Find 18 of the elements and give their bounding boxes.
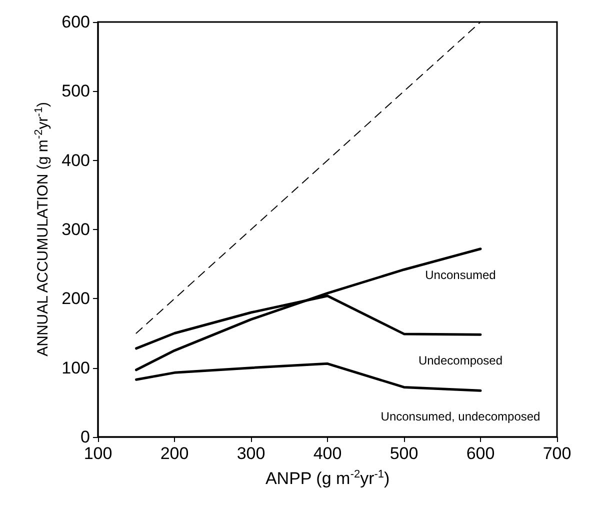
- x-tick-label: 400: [313, 444, 342, 463]
- y-tick-label: 200: [62, 289, 90, 308]
- x-tick-label: 500: [390, 444, 418, 463]
- y-axis-title: ANNUAL ACCUMULATION (g m-2yr-1): [33, 102, 52, 356]
- y-tick-label: 300: [62, 220, 90, 239]
- y-tick-label: 0: [80, 428, 90, 446]
- x-tick-label: 600: [466, 444, 495, 463]
- text: Unconsumed, undecomposed: [380, 410, 540, 424]
- y-tick-label: 500: [62, 82, 90, 101]
- x-tick-label: 200: [160, 444, 189, 463]
- series-label: Undecomposed: [418, 354, 503, 368]
- x-tick-label: 100: [84, 444, 112, 463]
- x-tick-label: 300: [236, 444, 266, 463]
- y-tick-label: 600: [62, 12, 90, 32]
- x-tick-label: 700: [542, 444, 572, 463]
- y-tick-label: 100: [62, 358, 90, 378]
- y-tick-label: 400: [62, 150, 90, 170]
- series-label: Unconsumed: [425, 268, 496, 282]
